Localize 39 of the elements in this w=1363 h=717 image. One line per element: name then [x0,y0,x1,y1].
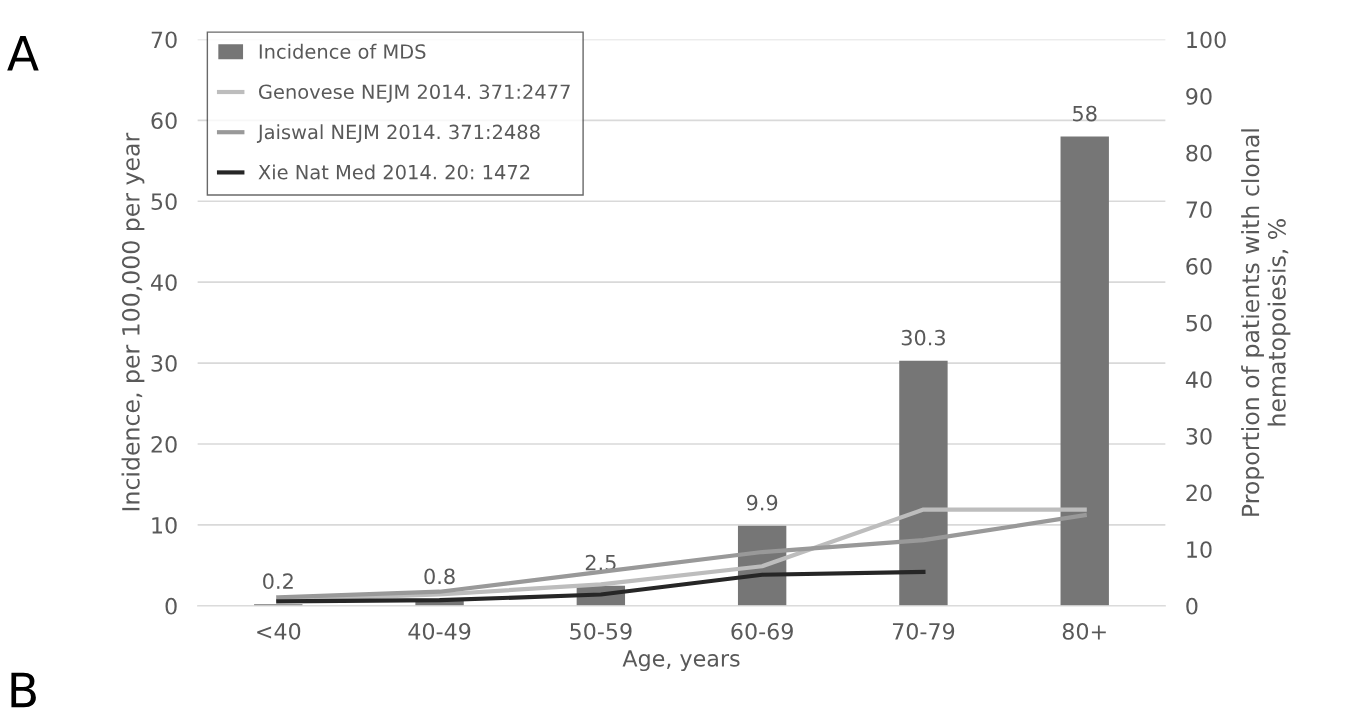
y-axis-title: Incidence, per 100,000 per year [121,132,145,511]
y2-tick-label: 60 [1186,257,1212,275]
y-tick-label: 40 [151,274,177,291]
y-tick-label: 50 [151,193,177,211]
x-axis-title: Age, years [622,650,740,672]
y2-axis-title: Proportion of patients with clonal hematopoiesis, % [1241,129,1291,516]
y2-tick-label: 20 [1186,484,1212,502]
y2-tick-label: 40 [1185,371,1212,389]
y2-tick-label: 30 [1186,427,1212,445]
y-tick-label: 20 [151,435,177,453]
data-label: 0.2 [263,573,293,590]
legend-label: Genovese NEJM 2014. 371:2477 [259,84,570,103]
y2-tick-label: 80 [1186,144,1212,162]
data-label: 30.3 [901,329,945,346]
x-tick-label: 40-49 [408,622,471,640]
y-tick-label: 10 [152,516,177,534]
y-tick-label: 70 [151,31,177,49]
y2-tick-label: 70 [1186,201,1212,219]
x-tick-label: 70-79 [892,622,955,640]
y-tick-label: 60 [151,112,177,130]
legend-label: Incidence of MDS [259,43,426,59]
text: A [7,35,39,71]
x-tick-label: <40 [257,622,301,640]
y-tick-label: 30 [151,355,177,372]
y2-tick-label: 90 [1186,88,1212,105]
y-tick-label: 0 [165,597,177,615]
y2-tick-label: 100 [1187,31,1226,49]
y2-tick-label: 50 [1186,314,1212,332]
legend-label: Xie Nat Med 2014. 20: 1472 [258,164,530,180]
y2-tick-label: 10 [1187,541,1212,558]
x-tick-label: 50-59 [570,622,632,640]
text: B [11,672,36,708]
x-tick-label: 60-69 [731,622,793,640]
data-label: 9.9 [746,494,778,511]
data-label: 0.8 [424,568,455,585]
x-tick-label: 80+ [1062,622,1106,640]
legend-label: Jaiswal NEJM 2014. 371:2488 [256,124,540,143]
data-label: 58 [1073,105,1097,122]
y2-tick-label: 0 [1186,597,1198,615]
